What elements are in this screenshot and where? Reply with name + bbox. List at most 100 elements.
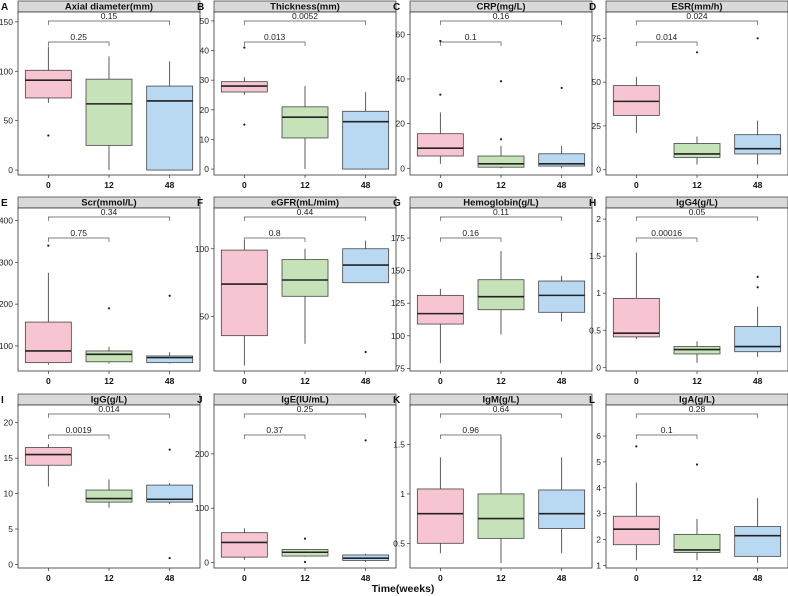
outlier-point [168,294,171,297]
panel-c: C CRP(mg/L) 0 20 40 60 0 12 48 0.16 0.1 [393,0,593,190]
box-body [416,133,464,157]
p-value-0-vs-48: 0.28 [689,404,706,414]
panel-letter: L [589,395,595,406]
bracket-0-vs-48 [635,216,759,221]
box-body [673,533,721,553]
outlier-point [439,93,442,96]
bracket-0-vs-48 [47,413,171,418]
panel-i: I IgG(g/L) 0 5 10 15 20 0 12 48 0.014 0.0019 [1,393,201,583]
bracket-0-vs-48 [439,413,563,418]
box-week-48 [734,498,782,563]
x-tick-label: 12 [496,180,506,190]
x-tick-label: 0 [242,180,247,190]
p-value-0-vs-12: 0.16 [462,228,479,238]
panel-title: CRP(mg/L) [476,2,525,13]
x-tick-label: 12 [104,376,114,386]
panel-letter: J [197,395,203,406]
box-week-48 [146,448,194,560]
panel-title: IgA(g/L) [679,395,715,406]
x-tick-label: 48 [165,180,175,190]
bracket-0-vs-12 [243,41,306,46]
y-tick-label: 1 [596,288,601,298]
x-tick-label: 12 [496,376,506,386]
p-value-0-vs-48: 0.0052 [292,11,318,21]
box-week-48 [734,37,782,165]
box-body [477,155,525,168]
x-tick-label: 0 [634,376,639,386]
box-body [734,326,782,353]
p-value-0-vs-48: 0.34 [101,207,118,217]
bracket-0-vs-12 [635,41,698,46]
x-tick-label: 48 [361,376,371,386]
y-tick-label: 0 [400,163,405,173]
y-tick-label: 5 [596,457,601,467]
box-body [416,294,464,325]
box-body [538,489,586,529]
outlier-point [168,556,171,560]
bracket-0-vs-12 [439,41,502,46]
y-tick-label: 75 [396,363,406,373]
bracket-0-vs-48 [243,216,367,221]
x-tick-label: 48 [165,376,175,386]
y-tick-label: 2 [596,214,601,224]
box-week-0 [416,457,464,554]
panel-letter: A [1,2,8,13]
outlier-point [47,134,50,137]
bracket-0-vs-12 [635,434,698,439]
bracket-0-vs-12 [47,237,110,242]
bracket-0-vs-48 [635,20,759,25]
panel-letter: G [393,198,401,209]
y-tick-label: 3 [596,509,601,519]
box-week-12 [673,463,721,561]
box-week-12 [85,479,133,508]
y-tick-label: 0 [204,164,209,174]
y-tick-label: 50 [200,312,210,322]
y-tick-label: 60 [396,29,406,39]
bracket-0-vs-48 [243,413,367,418]
x-tick-label: 48 [753,180,763,190]
outlier-point [756,37,759,40]
box-week-0 [416,288,464,364]
panel-title: Thickness(mm) [270,2,340,13]
box-week-12 [281,248,329,344]
box-body [477,493,525,539]
box-week-48 [146,294,194,364]
outlier-point [756,286,759,289]
p-value-0-vs-12: 0.014 [656,32,678,42]
outlier-point [756,275,759,279]
x-tick-label: 0 [46,573,51,583]
p-value-0-vs-12: 0.75 [70,228,87,238]
y-tick-label: 20 [200,105,210,115]
y-tick-label: 150 [0,17,13,27]
box-body [612,297,660,338]
x-tick-label: 48 [753,376,763,386]
box-body [146,355,194,364]
outlier-point [499,138,503,141]
y-tick-label: 150 [391,266,405,276]
y-tick-label: 100 [0,66,13,76]
box-week-0 [220,46,268,126]
box-body [85,350,133,363]
panel-letter: I [1,395,4,406]
y-tick-label: 30 [200,75,210,85]
box-week-48 [342,92,390,170]
box-week-48 [538,457,586,554]
y-tick-label: 2 [596,535,601,545]
bracket-0-vs-12 [635,237,698,242]
y-tick-label: 10 [200,134,210,144]
box-week-48 [342,240,390,354]
y-tick-label: 1 [596,560,601,570]
y-tick-label: 0 [8,559,13,569]
box-week-0 [612,445,660,561]
panel-d: D ESR(mm/h) 0 25 50 75 0 12 48 0.024 0.014 [589,0,788,190]
box-body [342,110,390,170]
p-value-0-vs-48: 0.11 [493,207,509,217]
p-value-0-vs-12: 0.013 [264,32,286,42]
p-value-0-vs-12: 0.8 [269,228,281,238]
box-week-48 [538,275,586,322]
p-value-0-vs-12: 0.1 [465,32,477,42]
x-tick-label: 12 [300,180,310,190]
box-body [24,447,72,466]
y-tick-label: 15 [4,453,14,463]
